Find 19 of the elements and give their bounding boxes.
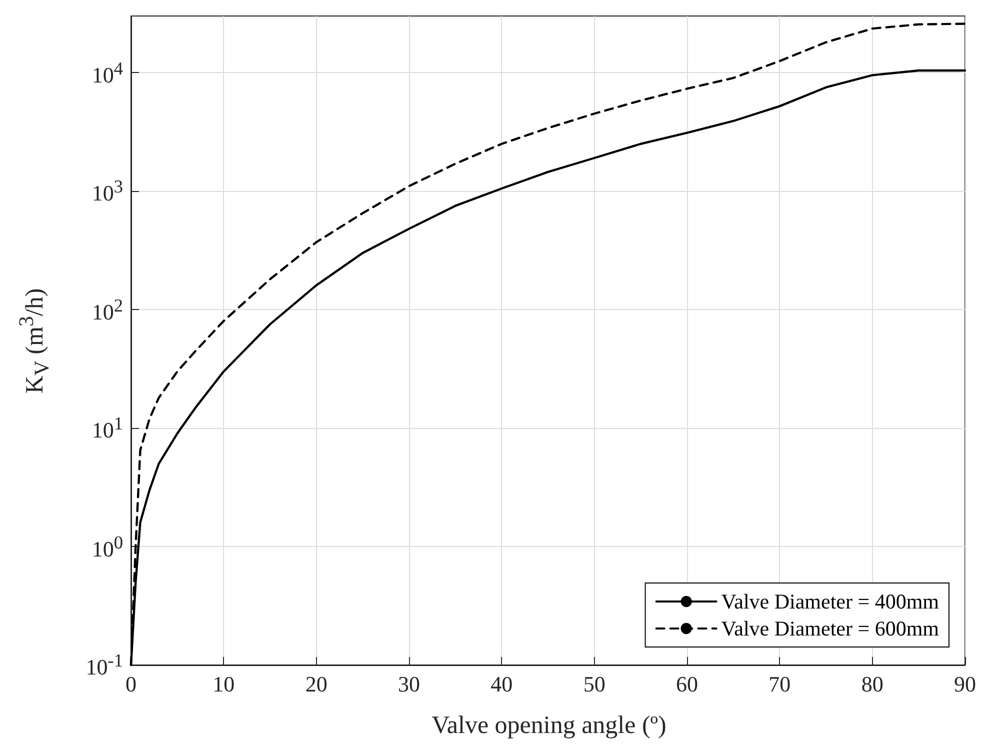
x-tick-label: 20 [305, 672, 328, 696]
x-tick-label: 10 [212, 672, 235, 696]
x-tick-label: 90 [954, 672, 976, 696]
x-axis-title: Valve opening angle (º) [432, 712, 666, 739]
y-tick-label: 10$^{4}$ [92, 58, 123, 88]
x-tick-label: 70 [768, 672, 791, 696]
x-tick-label: 0 [126, 672, 136, 696]
x-tick-label: 50 [583, 672, 606, 696]
y-tick-label: 10$^{1}$ [92, 413, 123, 443]
x-tick-label: 80 [861, 672, 884, 696]
x-tick-label: 60 [676, 672, 698, 696]
y-tick-label: 10$^{0}$ [92, 532, 123, 562]
x-tick-label: 30 [398, 672, 420, 696]
legend-label: Valve Diameter = 600mm [721, 616, 939, 640]
y-tick-label: 10$^{-1}$ [86, 650, 123, 680]
y-tick-label: 10$^{2}$ [92, 294, 123, 324]
y-tick-label: 10$^{3}$ [92, 176, 123, 206]
legend-label: Valve Diameter = 400mm [721, 590, 939, 614]
x-tick-label: 40 [490, 672, 513, 696]
